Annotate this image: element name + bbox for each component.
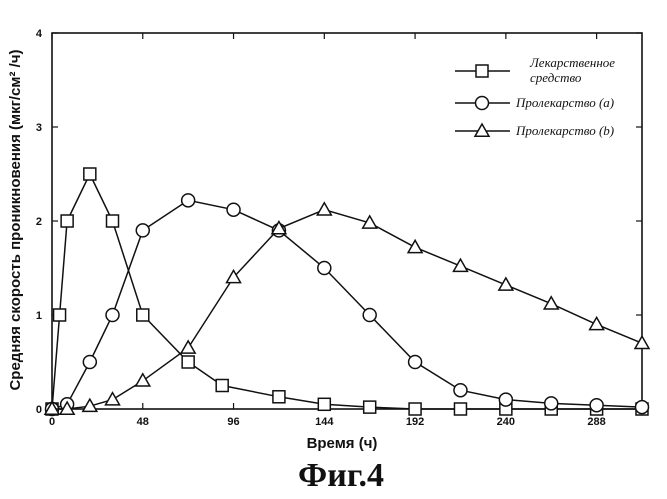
legend-item-triangle: Пролекарство (b) bbox=[455, 123, 614, 138]
y-axis-title: Средняя скорость проникновения (мкг/см² … bbox=[7, 49, 24, 390]
x-tick-label: 96 bbox=[227, 416, 239, 428]
x-tick-label: 192 bbox=[406, 416, 424, 428]
figure-caption: Фиг.4 bbox=[298, 457, 384, 494]
data-point-square bbox=[273, 391, 285, 403]
legend-item-square: Лекарственноесредство bbox=[455, 55, 615, 85]
data-point-triangle bbox=[453, 259, 467, 271]
data-point-circle bbox=[545, 397, 558, 410]
x-tick-label: 288 bbox=[587, 416, 605, 428]
plot-frame bbox=[52, 33, 642, 409]
data-point-triangle bbox=[499, 278, 513, 290]
data-point-circle bbox=[318, 262, 331, 275]
legend-item-circle: Пролекарство (a) bbox=[455, 95, 614, 110]
data-point-triangle bbox=[136, 374, 150, 386]
data-point-square bbox=[107, 215, 119, 227]
data-point-triangle bbox=[181, 341, 195, 353]
data-point-triangle bbox=[635, 336, 649, 348]
y-tick-label: 3 bbox=[36, 122, 42, 134]
data-point-square bbox=[216, 380, 228, 392]
y-tick-label: 4 bbox=[36, 28, 43, 40]
legend-marker-square bbox=[476, 65, 488, 77]
legend-marker-triangle bbox=[475, 124, 489, 136]
data-point-square bbox=[61, 215, 73, 227]
data-point-square bbox=[54, 309, 66, 321]
y-tick-label: 1 bbox=[36, 310, 42, 322]
legend-label: средство bbox=[530, 70, 582, 85]
data-point-circle bbox=[454, 384, 467, 397]
data-point-circle bbox=[590, 399, 603, 412]
series-triangle bbox=[45, 203, 649, 415]
data-point-circle bbox=[83, 356, 96, 369]
data-point-triangle bbox=[408, 240, 422, 252]
x-axis-title: Время (ч) bbox=[307, 435, 378, 452]
y-tick-label: 2 bbox=[36, 216, 42, 228]
data-point-circle bbox=[499, 393, 512, 406]
data-point-square bbox=[137, 309, 149, 321]
data-point-circle bbox=[636, 401, 649, 414]
data-point-square bbox=[182, 356, 194, 368]
y-tick-label: 0 bbox=[36, 404, 42, 416]
legend-marker-circle bbox=[476, 97, 489, 110]
data-point-circle bbox=[182, 194, 195, 207]
x-tick-label: 48 bbox=[137, 416, 149, 428]
data-point-circle bbox=[136, 224, 149, 237]
data-point-square bbox=[409, 403, 421, 415]
data-point-triangle bbox=[317, 203, 331, 215]
data-point-square bbox=[454, 403, 466, 415]
x-tick-label: 144 bbox=[315, 416, 334, 428]
x-tick-label: 0 bbox=[49, 416, 55, 428]
data-point-triangle bbox=[544, 297, 558, 309]
data-point-square bbox=[84, 168, 96, 180]
legend-label: Пролекарство (a) bbox=[515, 95, 614, 110]
data-point-circle bbox=[227, 203, 240, 216]
series-circle bbox=[46, 194, 649, 416]
data-point-triangle bbox=[590, 317, 604, 329]
legend-label: Лекарственное bbox=[529, 55, 615, 70]
data-point-square bbox=[318, 398, 330, 410]
data-point-circle bbox=[363, 309, 376, 322]
data-point-triangle bbox=[106, 393, 120, 405]
x-tick-label: 240 bbox=[497, 416, 515, 428]
data-point-square bbox=[364, 401, 376, 413]
data-point-circle bbox=[106, 309, 119, 322]
legend-label: Пролекарство (b) bbox=[515, 123, 614, 138]
data-point-circle bbox=[409, 356, 422, 369]
